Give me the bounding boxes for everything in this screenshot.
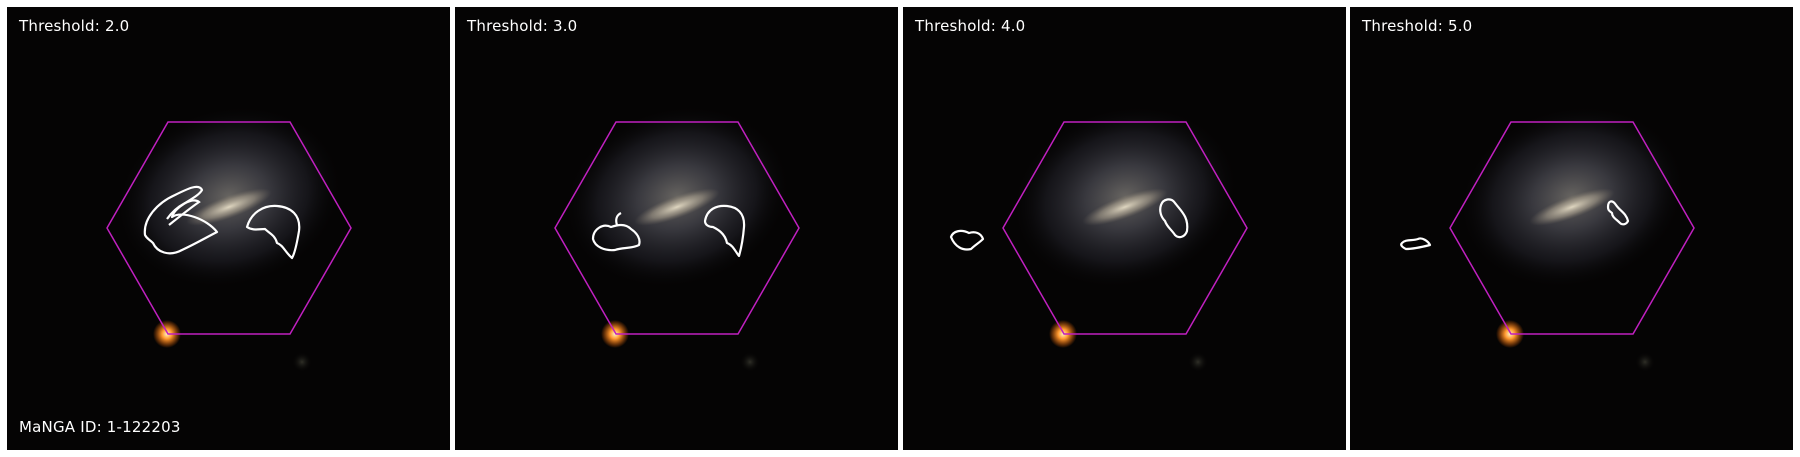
contour-left-tip — [615, 212, 622, 226]
foreground-star — [153, 320, 181, 348]
contour-left — [143, 185, 219, 255]
galaxy-image — [1350, 7, 1793, 450]
galaxy-bar — [186, 188, 272, 226]
foreground-star — [1049, 320, 1077, 348]
galaxy-image — [455, 7, 898, 450]
contour-right — [703, 204, 746, 258]
galaxy-image — [903, 7, 1346, 450]
contour-right — [1159, 198, 1189, 239]
faint-source — [292, 352, 312, 372]
contour-left-arm — [166, 199, 201, 226]
galaxy-image — [7, 7, 450, 450]
image-panel-threshold-2: Threshold: 2.0 MaNGA ID: 1-122203 — [7, 7, 450, 450]
manga-id-label: MaNGA ID: 1-122203 — [19, 418, 181, 436]
ifu-hexagon — [1449, 121, 1695, 335]
contour-left — [949, 229, 985, 251]
foreground-star — [1496, 320, 1524, 348]
contour-right — [1606, 200, 1630, 226]
panel-title: Threshold: 2.0 — [19, 17, 130, 35]
faint-source — [1635, 352, 1655, 372]
ifu-hexagon — [106, 121, 352, 335]
contour-left — [591, 223, 641, 252]
image-panel-threshold-4: Threshold: 4.0 — [903, 7, 1346, 450]
contour-left — [1400, 237, 1432, 251]
panel-title: Threshold: 5.0 — [1362, 17, 1473, 35]
contour-right — [245, 204, 301, 260]
panel-title: Threshold: 4.0 — [915, 17, 1026, 35]
galaxy-bar — [634, 188, 720, 226]
galaxy-bar — [1082, 188, 1168, 226]
ifu-hexagon — [554, 121, 800, 335]
faint-source — [740, 352, 760, 372]
ifu-hexagon — [1002, 121, 1248, 335]
image-panel-threshold-3: Threshold: 3.0 — [455, 7, 898, 450]
foreground-star — [601, 320, 629, 348]
image-panel-threshold-5: Threshold: 5.0 — [1350, 7, 1793, 450]
panel-title: Threshold: 3.0 — [467, 17, 578, 35]
galaxy-bar — [1529, 188, 1615, 226]
faint-source — [1188, 352, 1208, 372]
